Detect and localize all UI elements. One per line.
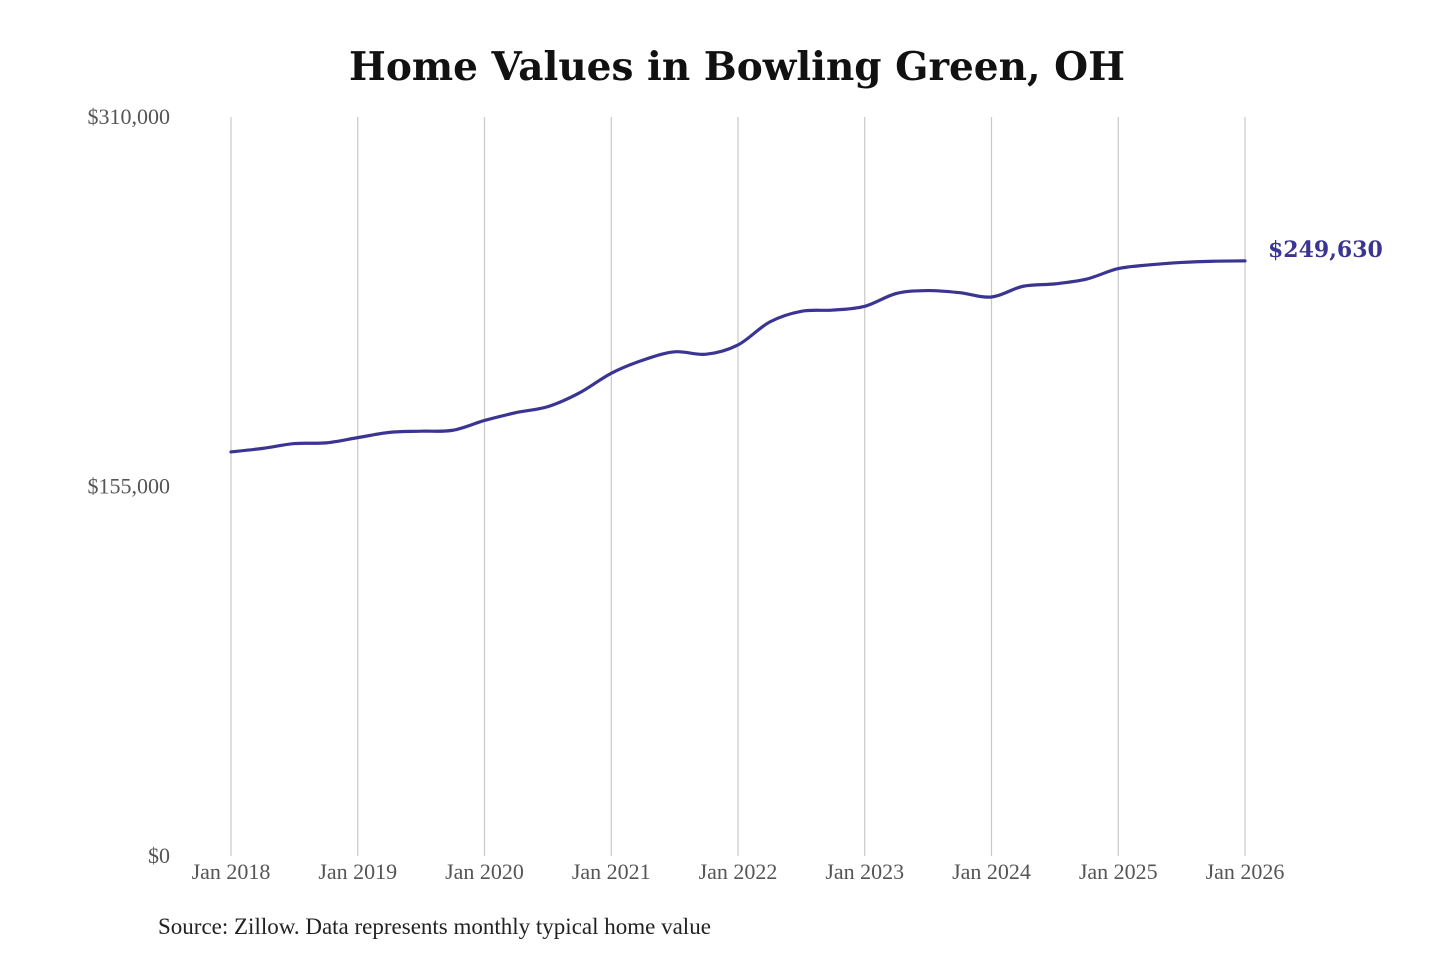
- y-tick-label: $0: [148, 843, 170, 868]
- y-tick-label: $310,000: [88, 104, 171, 129]
- vertical-grid: [230, 117, 1246, 856]
- x-tick-label: Jan 2019: [318, 859, 397, 884]
- series-layer: [229, 259, 1247, 454]
- x-tick-label: Jan 2022: [699, 859, 778, 884]
- y-tick-label: $155,000: [88, 474, 171, 499]
- x-tick-label: Jan 2023: [825, 859, 904, 884]
- home-value-series-line: [229, 259, 1247, 454]
- x-axis-ticks: Jan 2018 Jan 2019 Jan 2020 Jan 2021 Jan 2022…: [192, 859, 1285, 884]
- x-tick-label: Jan 2025: [1079, 859, 1158, 884]
- source-note: Source: Zillow. Data represents monthly …: [158, 914, 711, 939]
- x-tick-label: Jan 2020: [445, 859, 524, 884]
- chart-title: Home Values in Bowling Green, OH: [349, 44, 1125, 90]
- y-axis-ticks: $310,000 $155,000 $0: [88, 104, 171, 868]
- x-tick-label: Jan 2021: [572, 859, 651, 884]
- x-tick-label: Jan 2024: [952, 859, 1031, 884]
- x-tick-label: Jan 2018: [192, 859, 271, 884]
- x-tick-label: Jan 2026: [1206, 859, 1285, 884]
- end-value-label: $249,630: [1268, 237, 1383, 263]
